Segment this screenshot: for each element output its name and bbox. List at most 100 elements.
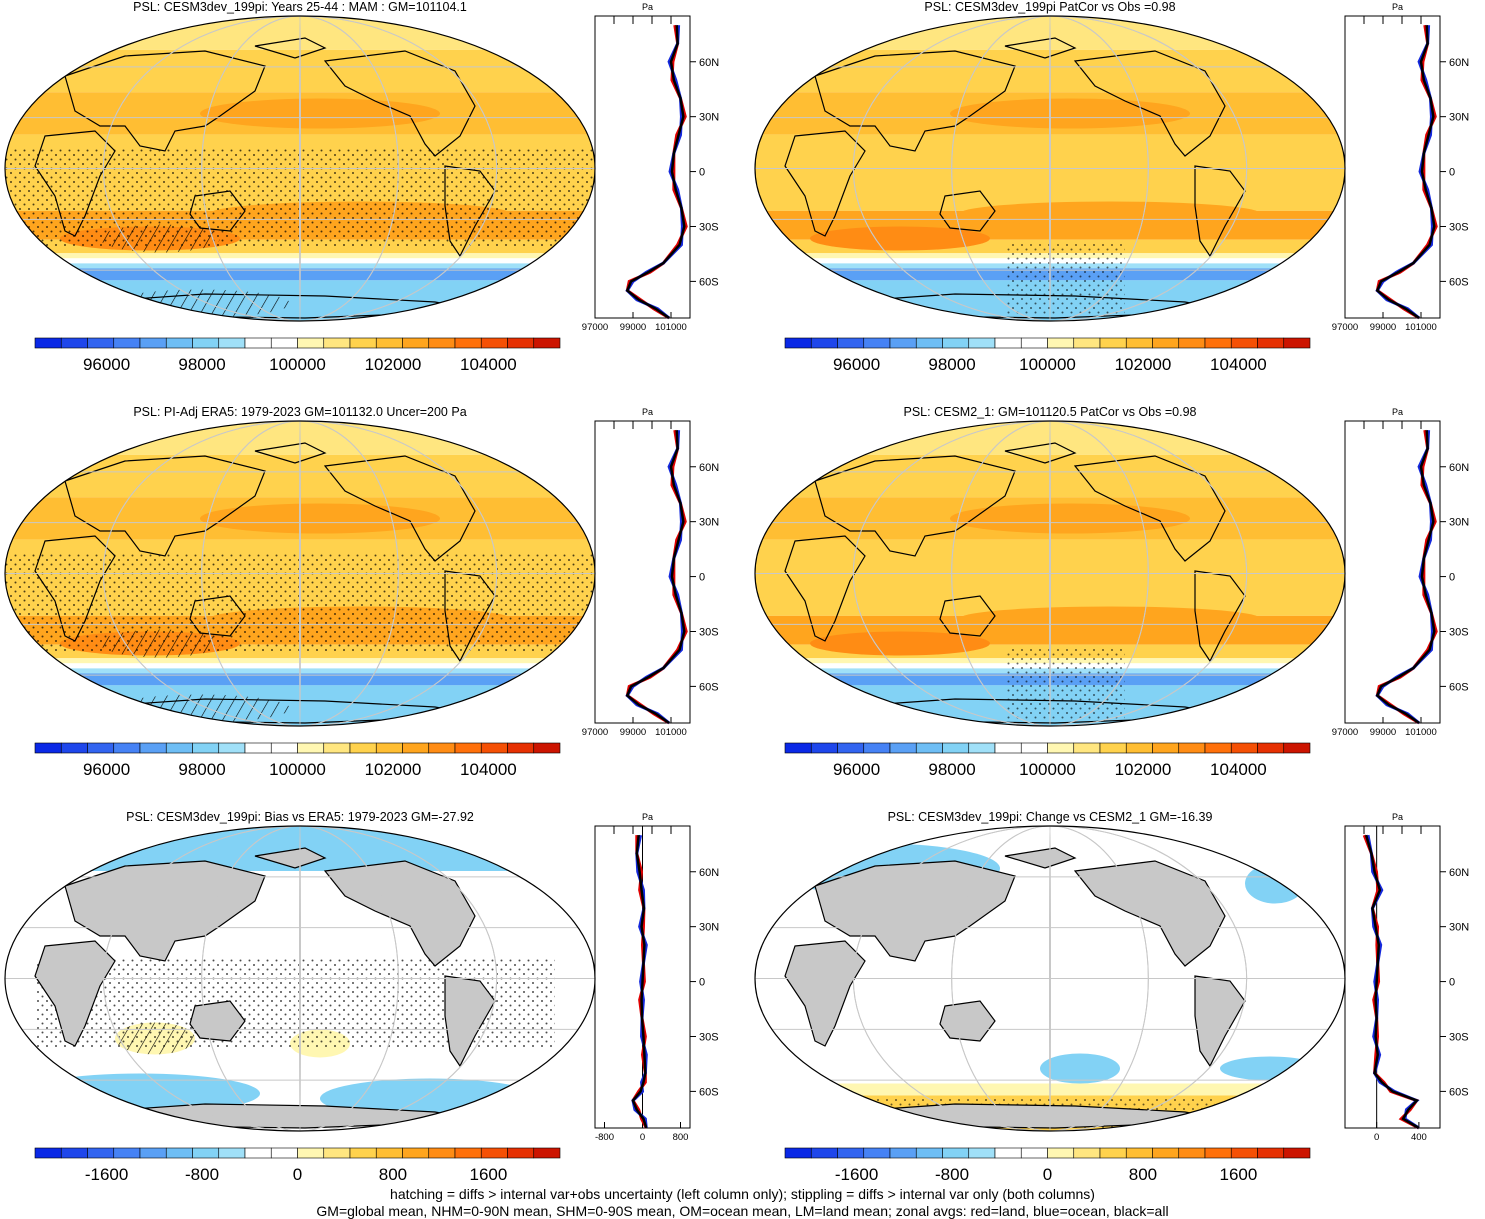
colorbar-swatch [507, 742, 535, 754]
hatching [115, 1022, 195, 1055]
coastline [814, 50, 1016, 152]
coastline [1004, 37, 1077, 59]
colorbar-tick-label: 100000 [1019, 760, 1076, 779]
colorbar-swatch [323, 337, 351, 349]
colorbar-swatch [139, 1147, 167, 1159]
colorbar-swatch [297, 1147, 325, 1159]
zonal-frame [1344, 420, 1441, 724]
colorbar-swatch [1047, 742, 1075, 754]
colorbar-swatch [533, 337, 561, 349]
panel-graphics: -1600 -800 0 800 1600 Pa 0 400 60N 30N 0 30S 60S [754, 812, 1469, 1184]
colorbar-swatch [942, 337, 970, 349]
map-blob [960, 201, 1260, 226]
graticule-lon [201, 16, 399, 321]
map-blob [950, 503, 1190, 534]
map-blob [1040, 1053, 1120, 1084]
panel-change: PSL: CESM3dev_199pi: Change vs CESM2_1 G… [750, 810, 1485, 1195]
coastline [1194, 165, 1246, 258]
zonal-tick-label: 400 [1411, 1132, 1427, 1143]
colorbar-swatch [87, 337, 115, 349]
graticule-lon [102, 16, 498, 321]
colorbar-swatch [218, 1147, 246, 1159]
colorbar-swatch [889, 742, 917, 754]
colorbar-tick-label: 102000 [365, 760, 422, 779]
zonal-frame [594, 420, 691, 724]
zonal-line-all [1375, 430, 1436, 725]
hatching [110, 694, 290, 723]
colorbar-swatch [1047, 1147, 1075, 1159]
zonal-line-land [625, 24, 688, 320]
panel-title: PSL: CESM2_1: GM=101120.5 PatCor vs Obs … [903, 405, 1197, 419]
zonal-lat-label: 0 [1449, 977, 1455, 989]
colorbar-swatch [323, 1147, 351, 1159]
zonal-tick-label: 101000 [1405, 727, 1437, 738]
zonal-lat-label: 30N [1449, 112, 1469, 124]
zonal-lat-label: 60S [699, 276, 719, 288]
colorbar-swatch [1230, 1147, 1258, 1159]
zonal-lat-label: 60N [1449, 57, 1469, 69]
colorbar-swatch [113, 337, 141, 349]
zonal-lat-label: 60S [1449, 681, 1469, 693]
coastline [784, 535, 866, 642]
colorbar-swatch [323, 742, 351, 754]
panel-cesm2-1: PSL: CESM2_1: GM=101120.5 PatCor vs Obs … [750, 405, 1485, 790]
colorbar-swatch [349, 1147, 377, 1159]
colorbar-tick-label: 1600 [1219, 1165, 1257, 1184]
zonal-lat-label: 60N [1449, 867, 1469, 879]
colorbar-swatch [1257, 742, 1285, 754]
colorbar-tick-label: 98000 [928, 355, 975, 374]
colorbar-swatch [994, 1147, 1022, 1159]
colorbar-tick-label: 96000 [83, 760, 130, 779]
stippling [1005, 648, 1125, 719]
colorbar-swatch [218, 337, 246, 349]
colorbar-swatch [889, 337, 917, 349]
zonal-tick-label: 97000 [1332, 322, 1358, 333]
colorbar-swatch [1283, 337, 1311, 349]
zonal-mean-plot: Pa 97000 99000 101000 60N 30N 0 30S 60S [1332, 407, 1469, 738]
colorbar-swatch [994, 337, 1022, 349]
zonal-mean-plot: Pa 97000 99000 101000 60N 30N 0 30S 60S [582, 2, 719, 333]
land-mask [784, 940, 866, 1047]
colorbar-swatch [402, 1147, 430, 1159]
zonal-line-land [625, 429, 688, 725]
colorbar-swatch [863, 742, 891, 754]
graticule-lon [1049, 16, 1051, 321]
colorbar-swatch [139, 337, 167, 349]
colorbar-swatch [244, 742, 272, 754]
zonal-lat-label: 30S [1449, 1031, 1469, 1043]
colorbar-tick-label: 0 [1043, 1165, 1052, 1184]
zonal-line-land [1375, 429, 1438, 725]
map-blob [1245, 863, 1305, 904]
colorbar-swatch [507, 337, 535, 349]
colorbar-swatch [244, 337, 272, 349]
colorbar-tick-label: 100000 [269, 355, 326, 374]
zonal-units: Pa [642, 812, 653, 822]
zonal-mean-plot: Pa -800 0 800 60N 30N 0 30S 60S [594, 812, 719, 1143]
graticule-lon [102, 826, 498, 1131]
panel-title: PSL: CESM3dev_199pi: Years 25-44 : MAM :… [133, 0, 467, 14]
colorbar-swatch [942, 1147, 970, 1159]
coastline [254, 442, 327, 464]
zonal-lat-label: 60N [699, 57, 719, 69]
zonal-units: Pa [642, 2, 653, 12]
coastline [784, 130, 866, 237]
zonal-lat-label: 30N [1449, 922, 1469, 934]
colorbar-swatch [1020, 742, 1048, 754]
zonal-tick-label: 97000 [582, 322, 608, 333]
zonal-tick-label: 0 [1374, 1132, 1379, 1143]
zonal-units: Pa [1392, 2, 1403, 12]
colorbar-swatch [1152, 742, 1180, 754]
colorbar-swatch [1178, 1147, 1206, 1159]
zonal-tick-label: -800 [595, 1132, 614, 1143]
panel-model-patcor: PSL: CESM3dev_199pi PatCor vs Obs =0.98 9… [750, 0, 1485, 385]
map-blob [950, 98, 1190, 129]
colorbar-swatch [349, 742, 377, 754]
colorbar-swatch [1257, 337, 1285, 349]
colorbar-swatch [1099, 337, 1127, 349]
colorbar-swatch [87, 742, 115, 754]
graticule-lon [852, 421, 1248, 726]
colorbar-tick-label: 96000 [833, 760, 880, 779]
graticule-lon [201, 826, 399, 1131]
colorbar-swatch [533, 742, 561, 754]
colorbar-tick-label: 102000 [1115, 760, 1172, 779]
